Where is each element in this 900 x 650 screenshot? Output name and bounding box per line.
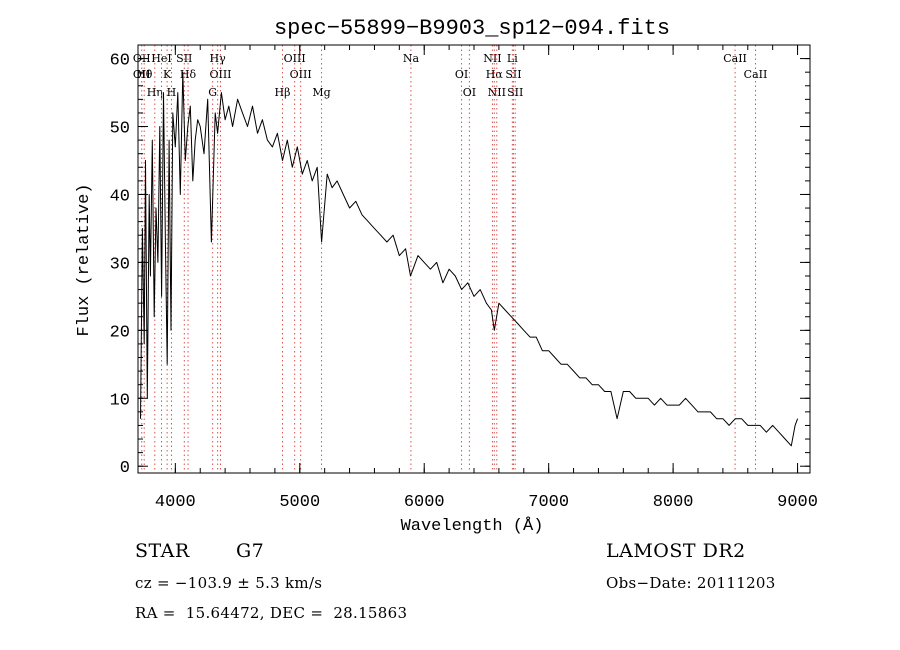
line-marker-label: HeI	[151, 52, 171, 65]
line-marker-label: OIII	[209, 68, 231, 81]
line-marker-label: NII	[488, 86, 506, 99]
x-tick-label: 4000	[155, 493, 196, 512]
x-tick-label: 7000	[528, 493, 569, 512]
x-axis-label: Wavelength (Å)	[401, 517, 544, 536]
line-marker-label: OIII	[284, 52, 306, 65]
y-tick-label: 0	[120, 459, 130, 478]
y-axis-label: Flux (relative)	[75, 183, 94, 336]
object-type: STAR	[135, 540, 190, 562]
line-marker-label: OIII	[290, 68, 312, 81]
line-marker-label: Li	[507, 52, 518, 65]
observation-date: Obs−Date: 20111203	[606, 574, 776, 592]
line-marker-label: CaII	[723, 52, 747, 65]
line-marker-label: OI	[463, 86, 476, 99]
line-marker-label: G	[208, 86, 217, 99]
line-markers: OIIOIIHθHηHeIKHSIIHδGHγOIIIHβOIIIOIIIMgN…	[133, 45, 767, 473]
y-tick-label: 50	[110, 120, 130, 139]
line-marker-label: Hβ	[275, 86, 291, 99]
y-tick-label: 30	[110, 255, 130, 274]
chart-title: spec−55899−B9903_sp12−094.fits	[274, 16, 670, 41]
x-tick-label: 8000	[653, 493, 694, 512]
radial-velocity: cz = −103.9 ± 5.3 km/s	[135, 574, 323, 592]
y-tick-label: 20	[110, 323, 130, 342]
y-tick-label: 60	[110, 52, 130, 71]
line-marker-label: SII	[505, 68, 521, 81]
line-marker-label: SII	[507, 86, 523, 99]
line-marker-label: Hα	[486, 68, 504, 81]
y-tick-label: 40	[110, 187, 130, 206]
x-tick-label: 5000	[279, 493, 320, 512]
line-marker-label: Hθ	[136, 68, 153, 81]
x-tick-label: 6000	[404, 493, 445, 512]
line-marker-label: H	[167, 86, 177, 99]
object-subclass: G7	[236, 540, 265, 562]
y-tick-label: 10	[110, 391, 130, 410]
line-marker-label: SII	[176, 52, 192, 65]
line-marker-label: OI	[455, 68, 468, 81]
line-marker-label: OII	[133, 68, 151, 81]
line-marker-label: K	[163, 68, 172, 81]
x-tick-label: 9000	[777, 493, 818, 512]
line-marker-label: Hδ	[180, 68, 197, 81]
spectrum-series	[140, 71, 799, 447]
line-marker-label: CaII	[744, 68, 768, 81]
axes: 4000 5000 6000 7000 8000 9000 0 10 20 30 40 50 60	[110, 45, 818, 512]
coordinates: RA = 15.64472, DEC = 28.15863	[135, 604, 408, 622]
line-marker-label: Hη	[147, 86, 163, 99]
line-marker-label: Na	[403, 52, 420, 65]
spectrum-line	[140, 71, 799, 447]
plot-frame	[137, 44, 811, 474]
survey-name: LAMOST DR2	[606, 540, 746, 562]
line-marker-label: NII	[483, 52, 501, 65]
line-marker-label: Mg	[312, 86, 330, 99]
line-marker-label: Hγ	[210, 52, 227, 65]
